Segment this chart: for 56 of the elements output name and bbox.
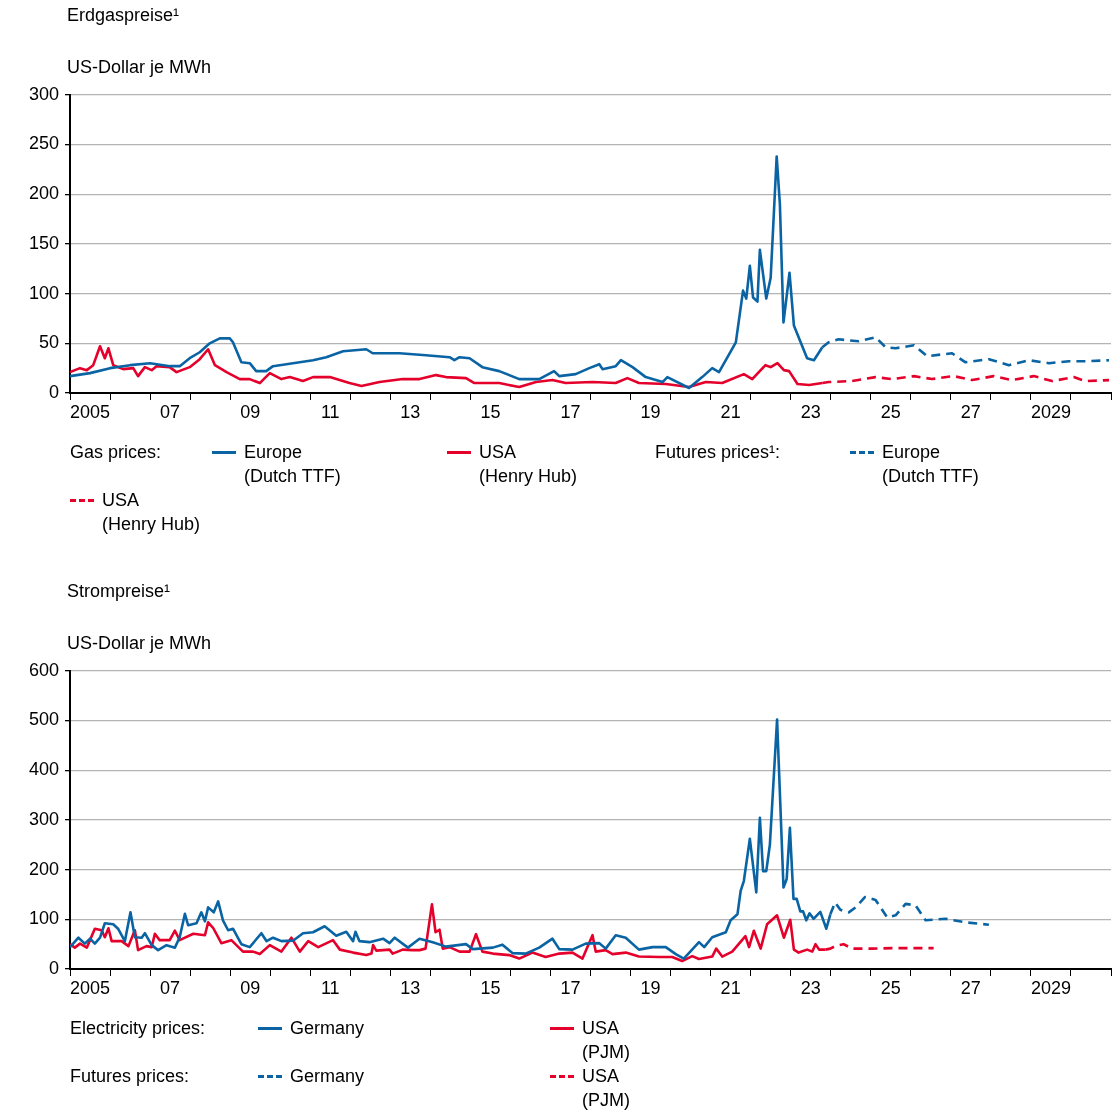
- y-tick-label: 0: [48, 957, 59, 978]
- x-tick-label: 27: [960, 401, 981, 422]
- x-tick-label: 07: [160, 977, 181, 998]
- x-tick-label: 25: [880, 977, 901, 998]
- x-tick-label: 11: [320, 977, 340, 998]
- x-tick-label: 13: [400, 401, 421, 422]
- y-tick-label: 250: [28, 133, 59, 154]
- legend-label: Germany: [290, 1065, 365, 1088]
- x-tick-label: 09: [240, 401, 261, 422]
- legend-label: USA (Henry Hub): [479, 441, 578, 488]
- x-tick-label: 2005: [70, 977, 111, 998]
- y-axis-title: US-Dollar je MWh: [67, 633, 212, 654]
- x-tick-label: 27: [960, 977, 981, 998]
- legend-label: Europe (Dutch TTF): [244, 441, 341, 488]
- y-tick-label: 300: [28, 808, 59, 829]
- legend-label: USA (PJM): [582, 1017, 630, 1064]
- y-axis-title: US-Dollar je MWh: [67, 57, 212, 78]
- legend-label: USA (PJM): [582, 1065, 630, 1112]
- x-tick-label: 25: [880, 401, 901, 422]
- x-tick-label: 19: [640, 977, 661, 998]
- y-tick-label: 300: [28, 83, 59, 104]
- y-tick-label: 200: [28, 183, 59, 204]
- x-tick-label: 09: [240, 977, 261, 998]
- x-tick-label: 15: [480, 401, 501, 422]
- x-tick-label: 11: [320, 401, 340, 422]
- x-tick-label: 15: [480, 977, 501, 998]
- x-tick-label: 17: [560, 977, 581, 998]
- y-tick-label: 200: [28, 858, 59, 879]
- chart-title: Strompreise¹: [67, 581, 171, 602]
- chart-title: Erdgaspreise¹: [67, 5, 180, 26]
- x-tick-label: 07: [160, 401, 181, 422]
- text: Electricity prices:: [70, 1017, 207, 1040]
- legend-label: Germany: [290, 1017, 365, 1040]
- y-tick-label: 0: [48, 381, 59, 402]
- x-tick-label: 23: [800, 401, 821, 422]
- x-tick-label: 2029: [1030, 977, 1071, 998]
- text: Futures prices¹:: [655, 441, 782, 464]
- y-tick-label: 100: [28, 282, 59, 303]
- text: Futures prices:: [70, 1065, 191, 1088]
- x-tick-label: 2005: [70, 401, 111, 422]
- x-tick-label: 2029: [1030, 401, 1071, 422]
- y-tick-label: 100: [28, 908, 59, 929]
- text: Gas prices:: [70, 441, 163, 464]
- legend-label: USA (Henry Hub): [102, 489, 201, 536]
- x-tick-label: 13: [400, 977, 421, 998]
- x-tick-label: 21: [720, 401, 741, 422]
- y-tick-label: 50: [38, 332, 59, 353]
- x-tick-label: 17: [560, 401, 581, 422]
- x-tick-label: 19: [640, 401, 661, 422]
- y-tick-label: 150: [28, 232, 59, 253]
- y-tick-label: 600: [28, 659, 59, 680]
- x-tick-label: 23: [800, 977, 821, 998]
- y-tick-label: 400: [28, 759, 59, 780]
- legend-label: Europe (Dutch TTF): [882, 441, 979, 488]
- x-tick-label: 21: [720, 977, 741, 998]
- y-tick-label: 500: [28, 709, 59, 730]
